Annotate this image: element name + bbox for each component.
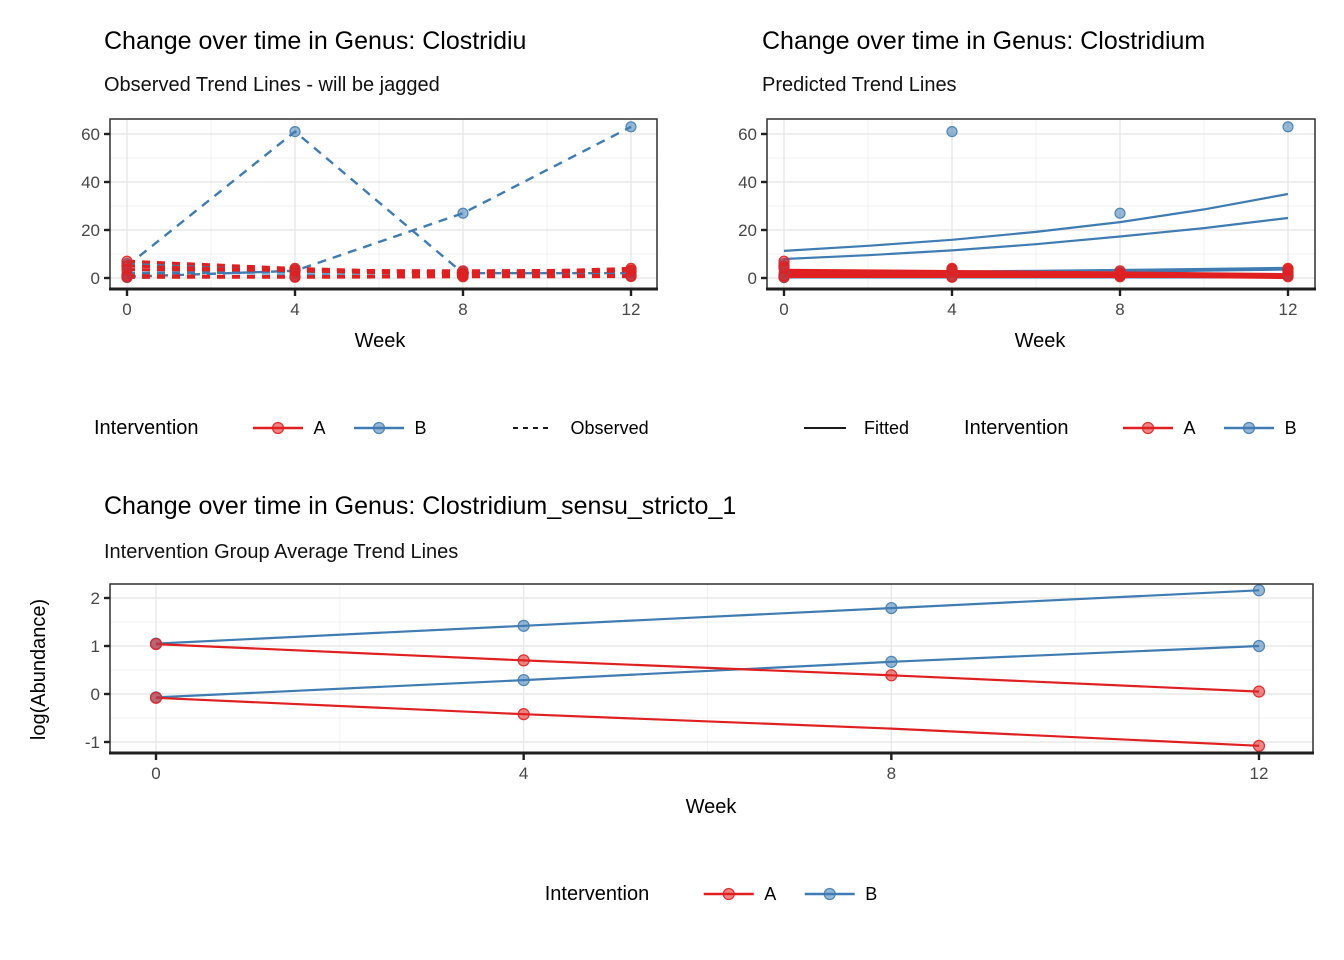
legend-observed-row: Intervention A B Observed: [94, 412, 649, 444]
legend-label-a: A: [313, 417, 326, 438]
svg-text:0: 0: [122, 300, 131, 319]
svg-text:20: 20: [738, 221, 757, 240]
legend-label-b: B: [1284, 417, 1297, 438]
chart-average-title: Change over time in Genus: Clostridium_s…: [104, 492, 737, 520]
chart-predicted-title: Change over time in Genus: Clostridium: [762, 27, 1206, 55]
legend-fitted-key-icon: [804, 427, 846, 429]
svg-text:60: 60: [81, 125, 100, 144]
svg-text:8: 8: [1115, 300, 1124, 319]
chart-observed-xaxis-label: Week: [354, 330, 406, 352]
legend-key-b-icon: [1223, 421, 1274, 435]
legend-fitted-row: Fitted Intervention A B: [802, 412, 1297, 444]
svg-text:4: 4: [290, 300, 299, 319]
chart-observed-subtitle: Observed Trend Lines - will be jagged: [104, 74, 440, 96]
svg-text:4: 4: [519, 764, 528, 783]
legend-label-a: A: [1183, 417, 1196, 438]
svg-text:12: 12: [622, 300, 641, 319]
legend-key-b-icon: [353, 421, 404, 435]
svg-text:20: 20: [81, 221, 100, 240]
svg-text:8: 8: [887, 764, 896, 783]
svg-text:0: 0: [748, 269, 757, 288]
svg-text:12: 12: [1250, 764, 1269, 783]
legend-label-fitted: Fitted: [864, 417, 910, 438]
chart-observed-title: Change over time in Genus: Clostridiu: [104, 27, 527, 55]
svg-text:40: 40: [738, 173, 757, 192]
svg-text:1: 1: [91, 637, 100, 656]
legend-key-a-icon: [252, 421, 303, 435]
chart-average-subtitle: Intervention Group Average Trend Lines: [104, 541, 459, 563]
chart-observed-plot: 0 4 8 12 0 20 40 60: [81, 118, 658, 319]
legend-key-a-icon: [1122, 421, 1173, 435]
svg-text:60: 60: [738, 125, 757, 144]
svg-text:0: 0: [779, 300, 788, 319]
svg-text:0: 0: [151, 764, 160, 783]
svg-text:12: 12: [1279, 300, 1298, 319]
svg-text:8: 8: [458, 300, 467, 319]
chart-average-yaxis-label: log(Abundance): [28, 598, 51, 741]
svg-text:4: 4: [947, 300, 956, 319]
chart-predicted-xaxis-label: Week: [1014, 330, 1066, 352]
legend-label-b: B: [865, 883, 878, 904]
svg-text:0: 0: [91, 269, 100, 288]
svg-text:40: 40: [81, 173, 100, 192]
legend-title: Intervention: [544, 882, 650, 905]
svg-text:0: 0: [91, 685, 100, 704]
svg-text:-1: -1: [85, 733, 100, 752]
svg-text:2: 2: [91, 589, 100, 608]
legend-label-a: A: [764, 883, 777, 904]
chart-predicted-plot: 0 4 8 12 0 20 40 60: [738, 118, 1316, 319]
legend-label-observed: Observed: [570, 417, 649, 438]
chart-average-xaxis-label: Week: [685, 796, 737, 818]
legend-title: Intervention: [964, 416, 1069, 439]
legend-label-b: B: [414, 417, 427, 438]
legend-key-a-icon: [703, 887, 754, 901]
legend-key-b-icon: [804, 887, 855, 901]
legend-title: Intervention: [94, 416, 199, 439]
legend-observed-key-icon: [512, 427, 553, 429]
chart-predicted-subtitle: Predicted Trend Lines: [762, 74, 957, 96]
legend-bottom-row: Intervention A B: [545, 878, 878, 910]
